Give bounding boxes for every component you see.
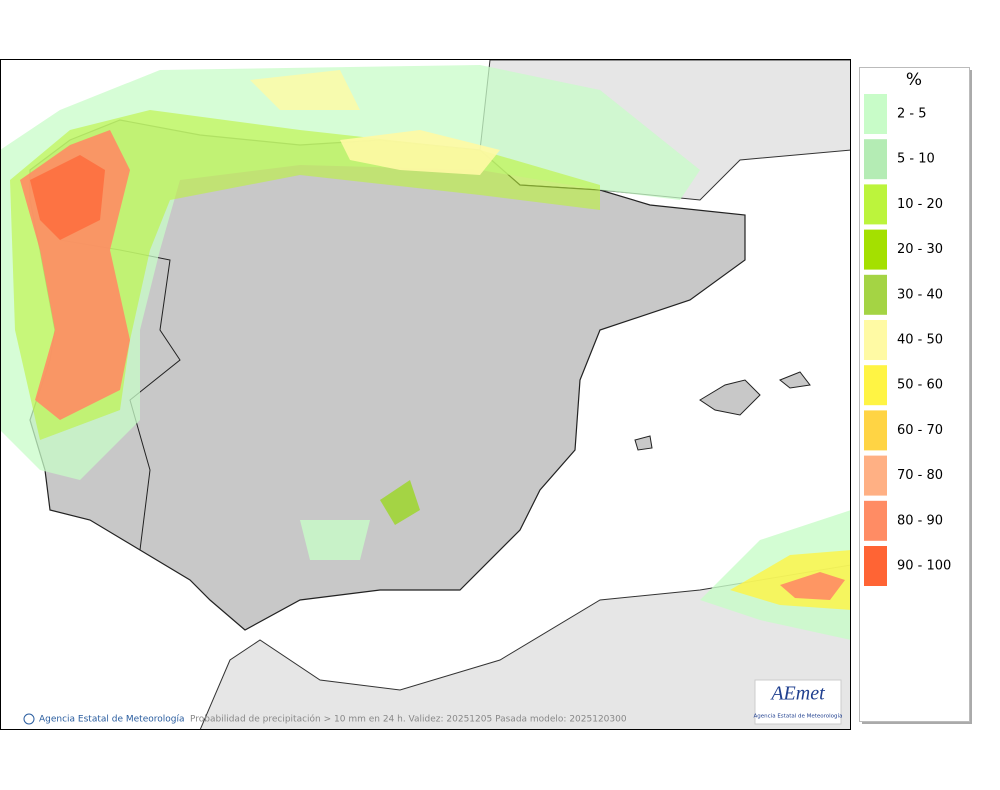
legend-title: % — [906, 70, 922, 90]
legend-label: 80 - 90 — [897, 513, 943, 528]
logo-subtitle: Agencia Estatal de Meteorología — [754, 713, 843, 720]
legend: 2 - 5 5 - 10 10 - 20 20 - 30 30 - 40 40 - 50 5… — [864, 94, 951, 586]
legend-label: 50 - 60 — [897, 378, 943, 393]
legend-label: 5 - 10 — [897, 152, 935, 167]
legend-label: 10 - 20 — [897, 197, 943, 212]
legend-label: 40 - 50 — [897, 333, 943, 348]
logo-name: AEmet — [769, 683, 825, 705]
caption: Probabilidad de precipitación > 10 mm en… — [190, 714, 627, 725]
legend-swatch — [864, 274, 887, 315]
legend-swatch — [864, 546, 887, 586]
legend-swatch — [864, 229, 887, 270]
legend-swatch — [864, 500, 887, 541]
legend-label: 60 - 70 — [897, 423, 943, 438]
legend-swatch — [864, 94, 887, 134]
legend-swatch — [864, 320, 887, 360]
map — [1, 60, 850, 729]
legend-label: 20 - 30 — [897, 242, 943, 257]
legend-swatch — [864, 410, 887, 451]
credit: Agencia Estatal de Meteorología — [39, 715, 185, 725]
legend-swatch — [864, 455, 887, 496]
legend-label: 90 - 100 — [897, 559, 951, 574]
map-frame — [0, 59, 851, 730]
legend-swatch — [864, 184, 887, 225]
legend-label: 2 - 5 — [897, 107, 927, 122]
legend-swatch — [864, 365, 887, 406]
legend-label: 70 - 80 — [897, 468, 943, 483]
legend-swatch — [864, 139, 887, 180]
legend-label: 30 - 40 — [897, 287, 943, 302]
logo-box — [754, 679, 842, 725]
